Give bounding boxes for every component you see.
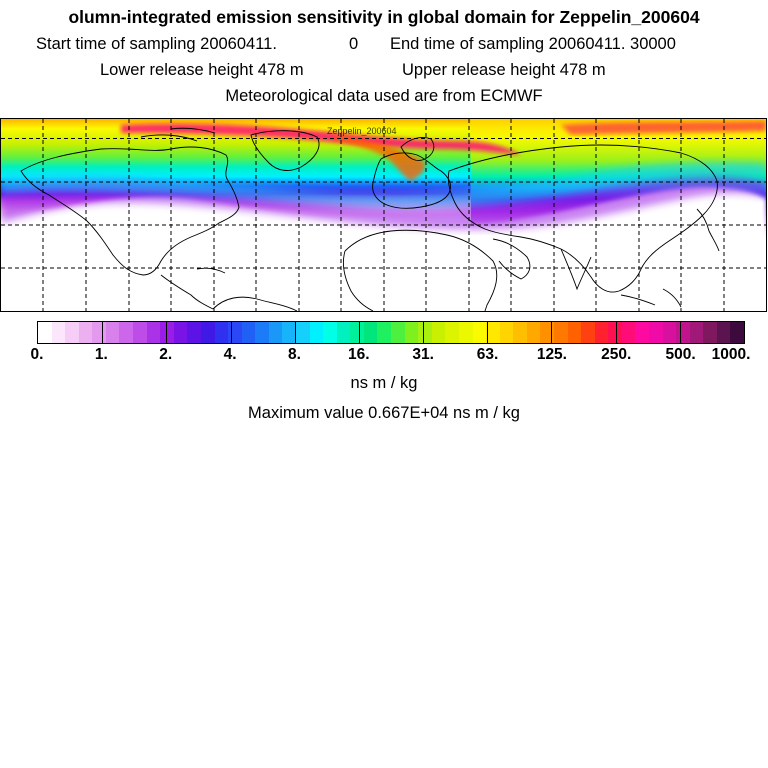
colorbar-segment <box>486 322 500 343</box>
colorbar-segment <box>336 322 351 343</box>
colorbar-segment <box>649 322 663 343</box>
colorbar-segment <box>65 322 79 343</box>
start-time-label: Start time of sampling 20060411. <box>36 35 277 53</box>
colorbar-segment <box>377 322 392 343</box>
colorbar-segment <box>323 322 337 343</box>
colorbar-segment <box>716 322 731 343</box>
colorbar-segment <box>513 322 527 343</box>
colorbar-major-tick <box>102 322 104 343</box>
end-time-label: End time of sampling 20060411. 30000 <box>390 35 676 53</box>
colorbar-tick-label: 500. <box>665 346 696 363</box>
colorbar-segment <box>621 322 636 343</box>
colorbar-major-tick <box>230 322 232 343</box>
colorbar-segment <box>214 322 229 343</box>
colorbar-tick-label: 2. <box>159 346 173 363</box>
colorbar-tick-label: 1. <box>94 346 108 363</box>
colorbar-segment <box>526 322 541 343</box>
start-time-value: 0 <box>349 35 359 53</box>
met-data-label: Meteorological data used are from ECMWF <box>225 87 543 105</box>
colorbar-segment <box>499 322 514 343</box>
colorbar-unit: ns m / kg <box>350 374 418 392</box>
colorbar-segment <box>38 322 52 343</box>
colorbar-tick-label: 16. <box>348 346 370 363</box>
colorbar-segment <box>119 322 134 343</box>
colorbar-segment <box>703 322 717 343</box>
colorbar-tick-label: 8. <box>287 346 301 363</box>
colorbar-segment <box>282 322 296 343</box>
map-svg: Zeppelin_200604 <box>1 119 766 311</box>
colorbar-segment <box>445 322 459 343</box>
colorbar-tick-label: 0. <box>30 346 44 363</box>
colorbar-tick-label: 63. <box>476 346 499 363</box>
colorbar-segment <box>689 322 704 343</box>
emission-sensitivity-map: Zeppelin_200604 <box>0 118 767 312</box>
colorbar-segment <box>133 322 147 343</box>
colorbar-segment <box>255 322 269 343</box>
colorbar-major-tick <box>423 322 425 343</box>
colorbar-tick-label: 31. <box>412 346 434 363</box>
colorbar-segment <box>105 322 120 343</box>
colorbar-segment <box>418 322 432 343</box>
colorbar-segment <box>391 322 405 343</box>
colorbar-segment <box>92 322 106 343</box>
colorbar-segment <box>472 322 487 343</box>
colorbar-segment <box>268 322 283 343</box>
colorbar <box>37 321 745 344</box>
colorbar-segment <box>363 322 378 343</box>
colorbar-tick-label: 4. <box>223 346 237 363</box>
colorbar-tick-label: 1000. <box>711 346 751 363</box>
colorbar-segment <box>730 322 745 343</box>
colorbar-segment <box>676 322 690 343</box>
colorbar-major-tick <box>358 322 360 343</box>
colorbar-segment <box>295 322 310 343</box>
colorbar-major-tick <box>166 322 168 343</box>
colorbar-major-tick <box>615 322 617 343</box>
colorbar-segment <box>200 322 215 343</box>
page-title: olumn-integrated emission sensitivity in… <box>68 7 700 27</box>
colorbar-segment <box>567 322 582 343</box>
colorbar-segment <box>594 322 609 343</box>
colorbar-major-tick <box>551 322 553 343</box>
colorbar-segment <box>581 322 595 343</box>
colorbar-major-tick <box>294 322 296 343</box>
colorbar-major-tick <box>487 322 489 343</box>
colorbar-tick-label: 125. <box>536 346 567 363</box>
colorbar-segment <box>78 322 93 343</box>
colorbar-segment <box>458 322 473 343</box>
colorbar-segment <box>241 322 256 343</box>
colorbar-segment <box>51 322 66 343</box>
colorbar-segment <box>608 322 622 343</box>
colorbar-segment <box>540 322 554 343</box>
colorbar-segment <box>431 322 446 343</box>
colorbar-segment <box>662 322 677 343</box>
station-label: Zeppelin_200604 <box>327 126 397 136</box>
colorbar-segment <box>187 322 201 343</box>
colorbar-segment <box>146 322 161 343</box>
orange-plume <box>331 135 426 181</box>
colorbar-segment <box>635 322 650 343</box>
colorbar-segment <box>309 322 324 343</box>
north-pacific-streak <box>561 121 766 135</box>
colorbar-segment <box>553 322 568 343</box>
map-gridlines <box>1 119 766 311</box>
colorbar-major-tick <box>679 322 681 343</box>
colorbar-segment <box>173 322 188 343</box>
high-sensitivity-streak <box>121 123 521 155</box>
upper-release-height: Upper release height 478 m <box>402 61 606 79</box>
lower-release-height: Lower release height 478 m <box>100 61 304 79</box>
maximum-value: Maximum value 0.667E+04 ns m / kg <box>248 404 520 422</box>
colorbar-segment <box>350 322 364 343</box>
colorbar-segment <box>404 322 419 343</box>
colorbar-tick-label: 250. <box>601 346 632 363</box>
